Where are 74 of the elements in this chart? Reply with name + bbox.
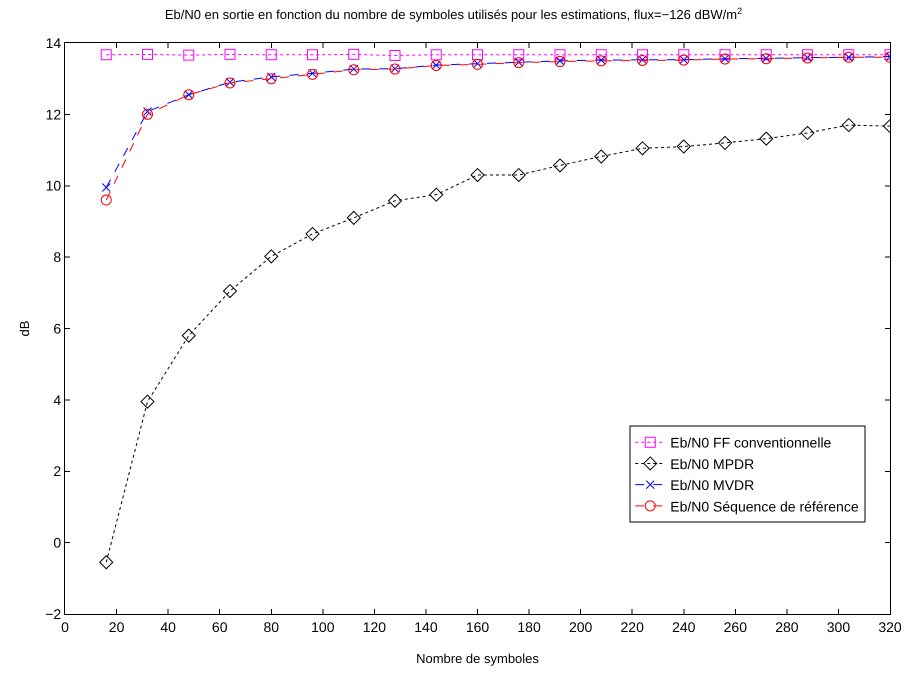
x-tick-label: 20 — [108, 618, 125, 635]
x-tick-label: 220 — [620, 618, 644, 635]
point — [720, 49, 730, 60]
point — [99, 555, 114, 570]
y-axis-title: dB — [17, 320, 32, 336]
point — [142, 108, 153, 120]
point — [676, 139, 691, 154]
point — [637, 49, 648, 60]
point — [346, 210, 361, 225]
x-tick-label: 260 — [724, 618, 748, 635]
point — [470, 168, 484, 182]
point — [102, 183, 111, 192]
point — [718, 136, 732, 150]
x-tick-label: 160 — [466, 618, 490, 635]
point — [348, 48, 360, 60]
y-tick-label: 4 — [53, 392, 62, 408]
y-tick-label: 10 — [46, 178, 62, 194]
legend-label: Eb/N0 FF conventionnelle — [670, 434, 832, 451]
point — [307, 49, 318, 60]
point — [472, 49, 483, 60]
point — [513, 49, 524, 60]
point — [266, 73, 277, 84]
point — [429, 188, 444, 202]
y-tick-label: 14 — [46, 34, 62, 51]
point — [554, 49, 566, 60]
point — [100, 194, 112, 206]
point — [430, 49, 442, 60]
point — [223, 284, 237, 298]
point — [143, 107, 152, 116]
point — [266, 49, 277, 60]
y-tick-label: 0 — [53, 534, 62, 551]
point — [100, 49, 112, 60]
point — [553, 158, 567, 172]
x-tick-label: 320 — [878, 618, 902, 635]
x-tick-label: 140 — [414, 618, 438, 635]
x-tick-label: 80 — [263, 618, 280, 635]
point — [636, 141, 650, 156]
point — [842, 118, 856, 132]
point — [388, 194, 402, 208]
point — [264, 249, 278, 264]
legend-label: Eb/N0 MPDR — [670, 456, 754, 472]
point — [183, 50, 194, 61]
legend-label: Eb/N0 MVDR — [670, 477, 754, 494]
x-tick-label: 240 — [672, 618, 696, 635]
point — [140, 394, 154, 409]
point — [760, 49, 772, 60]
point — [512, 168, 526, 182]
point — [142, 48, 153, 60]
y-tick-label: 2 — [53, 463, 62, 480]
x-tick-label: 100 — [311, 618, 335, 635]
point — [306, 226, 320, 241]
chart-title: Eb/N0 en sortie en fonction du nombre de symboles utilisés pour les estimations, flux=−126 dBW/m$^{2}$ — [164, 6, 742, 22]
point — [266, 72, 276, 82]
point — [390, 50, 400, 61]
y-tick-label: −2 — [45, 606, 62, 622]
point — [800, 126, 814, 140]
x-tick-label: 200 — [568, 618, 593, 635]
x-tick-label: 40 — [160, 618, 176, 635]
x-tick-label: 60 — [212, 618, 228, 635]
x-tick-label: 300 — [826, 618, 850, 635]
point — [843, 49, 854, 60]
point — [182, 328, 196, 343]
point — [594, 149, 608, 164]
x-tick-label: 120 — [362, 618, 386, 635]
x-tick-label: 180 — [517, 618, 541, 635]
y-tick-label: 12 — [46, 106, 62, 122]
point — [224, 48, 236, 60]
y-tick-label: 6 — [53, 320, 62, 336]
point — [759, 132, 774, 146]
x-tick-label: 280 — [775, 618, 799, 635]
point — [802, 49, 813, 60]
y-tick-label: 8 — [53, 249, 62, 266]
x-axis-title: Nombre de symboles — [416, 651, 540, 666]
legend-label: Eb/N0 Séquence de référence — [670, 498, 859, 514]
